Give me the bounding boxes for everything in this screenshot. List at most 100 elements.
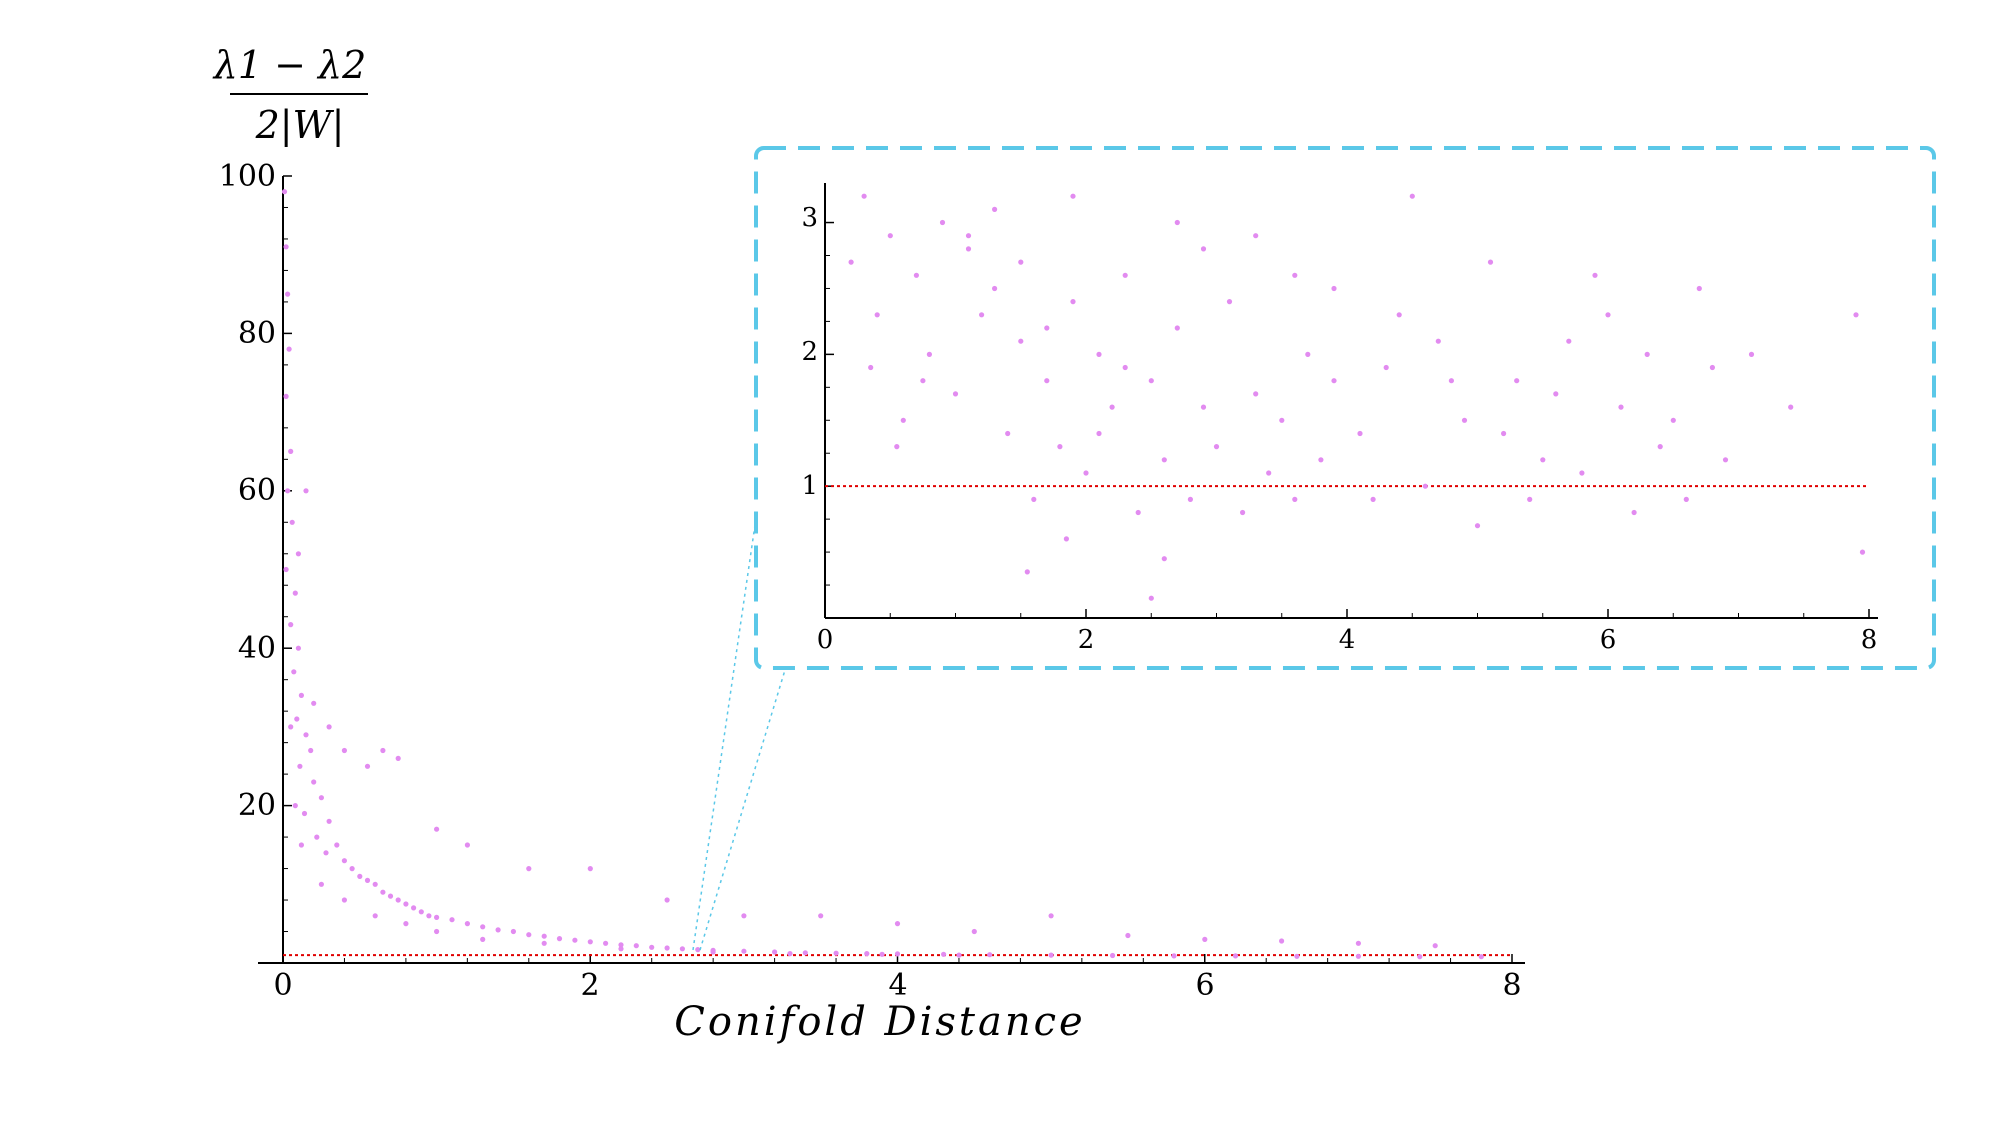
inset-point [1722, 457, 1729, 463]
inset-x-tick-label: 0 [817, 625, 834, 655]
inset-point [894, 444, 900, 450]
main-point [283, 244, 289, 250]
main-point [1294, 953, 1300, 959]
inset-point [1096, 351, 1102, 357]
main-point [341, 747, 347, 754]
main-point [1417, 954, 1423, 960]
main-point [818, 913, 824, 919]
inset-point [992, 206, 998, 212]
inset-point [1422, 483, 1428, 489]
main-y-axis-label-numerator: λ1 − λ2 [212, 43, 367, 87]
main-y-axis-label-denominator: 2|W| [255, 103, 345, 147]
inset-point [1540, 457, 1546, 463]
main-point [288, 622, 294, 628]
main-point [318, 795, 324, 801]
inset-point [1044, 378, 1050, 384]
inset-point [1279, 417, 1285, 423]
main-point [418, 909, 424, 915]
main-point [318, 881, 324, 887]
inset-y-tick-label: 3 [801, 203, 818, 233]
main-point [664, 897, 670, 903]
inset-point [1788, 404, 1794, 410]
inset-point [1070, 299, 1076, 305]
main-point [314, 834, 320, 840]
main-point [1048, 913, 1054, 919]
inset-point [965, 246, 972, 252]
main-point [403, 901, 409, 907]
inset-x-tick-label: 8 [1861, 625, 1878, 655]
inset-point [1853, 312, 1859, 318]
inset-point [1161, 457, 1167, 463]
main-point [357, 873, 363, 880]
inset-point [1644, 351, 1650, 357]
inset-point [965, 233, 972, 239]
inset-point [1044, 325, 1050, 331]
main-point [464, 842, 470, 848]
main-point [301, 810, 308, 817]
main-point [286, 346, 292, 352]
main-point [326, 818, 332, 824]
main-point [349, 866, 355, 872]
main-point [292, 590, 298, 596]
main-y-tick-label: 100 [219, 159, 276, 194]
inset-point [1213, 444, 1220, 450]
inset-ticks [824, 221, 1870, 618]
inset-point [1018, 338, 1024, 344]
main-point [395, 755, 401, 762]
main-point [298, 842, 304, 848]
main-point [894, 921, 901, 927]
main-x-tick-label: 0 [273, 968, 292, 1003]
inset-point [1592, 272, 1598, 278]
main-point [464, 921, 470, 927]
inset-point [1501, 430, 1507, 437]
main-point [289, 519, 295, 525]
main-point [526, 932, 532, 938]
main-point [288, 448, 294, 454]
main-point [372, 881, 378, 887]
main-point [971, 928, 977, 935]
inset-point [1253, 233, 1259, 239]
inset-point [1031, 496, 1037, 502]
inset-point [1305, 351, 1311, 357]
inset-point [1657, 444, 1663, 450]
inset-point [939, 219, 946, 226]
main-point [941, 951, 947, 957]
inset-point [1683, 496, 1689, 502]
main-point [572, 937, 578, 943]
main-point [541, 933, 547, 939]
main-point [1232, 953, 1239, 959]
main-ticks [282, 175, 1513, 963]
main-point [480, 924, 486, 930]
main-point [1279, 938, 1285, 944]
main-point [1432, 943, 1438, 949]
main-points [281, 189, 1484, 960]
inset-point [1174, 219, 1180, 226]
inset-point [979, 312, 985, 318]
main-point [326, 724, 332, 730]
inset-point [952, 391, 959, 397]
main-x-tick-label: 6 [1195, 968, 1214, 1003]
main-point [311, 700, 317, 706]
inset-point [1005, 430, 1011, 437]
main-point [295, 645, 301, 651]
main-point [291, 669, 297, 675]
main-point [649, 944, 655, 950]
inset-point [1135, 509, 1141, 516]
inset-point [1859, 549, 1866, 555]
main-point [1110, 952, 1116, 959]
main-point [1478, 954, 1484, 960]
inset-point [1448, 378, 1454, 384]
main-point [480, 936, 486, 943]
main-y-tick-label: 80 [238, 316, 276, 351]
main-x-axis-label: Conifold Distance [674, 999, 1085, 1045]
main-point [281, 189, 288, 195]
main-point [294, 716, 300, 722]
inset-point [861, 193, 867, 199]
main-point [387, 893, 394, 899]
inset-point [1318, 457, 1324, 463]
inset-point [926, 351, 933, 357]
main-point [283, 393, 289, 399]
main-point [288, 724, 294, 730]
main-point [292, 803, 298, 809]
inset-point [1240, 509, 1246, 516]
